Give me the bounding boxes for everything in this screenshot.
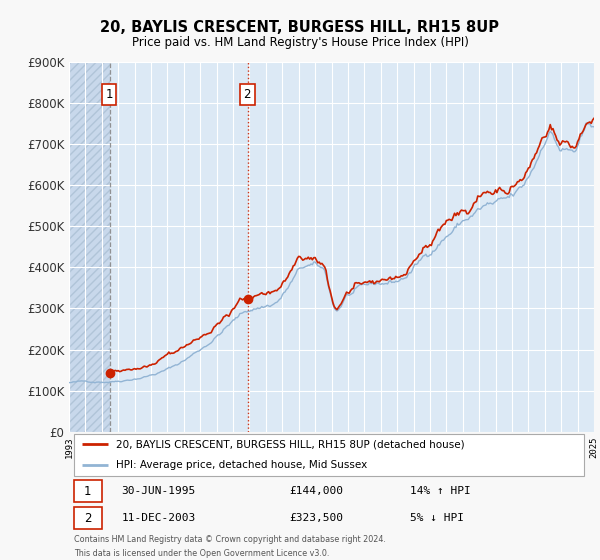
FancyBboxPatch shape <box>74 507 101 530</box>
Text: Price paid vs. HM Land Registry's House Price Index (HPI): Price paid vs. HM Land Registry's House … <box>131 36 469 49</box>
Bar <box>69 62 110 432</box>
Text: HPI: Average price, detached house, Mid Sussex: HPI: Average price, detached house, Mid … <box>116 460 367 470</box>
Text: 5% ↓ HPI: 5% ↓ HPI <box>410 513 464 523</box>
FancyBboxPatch shape <box>74 480 101 502</box>
Text: This data is licensed under the Open Government Licence v3.0.: This data is licensed under the Open Gov… <box>74 549 329 558</box>
Text: 1: 1 <box>84 484 92 498</box>
Text: £144,000: £144,000 <box>290 486 343 496</box>
Text: 20, BAYLIS CRESCENT, BURGESS HILL, RH15 8UP: 20, BAYLIS CRESCENT, BURGESS HILL, RH15 … <box>101 20 499 35</box>
Text: Contains HM Land Registry data © Crown copyright and database right 2024.: Contains HM Land Registry data © Crown c… <box>74 535 386 544</box>
FancyBboxPatch shape <box>74 434 583 475</box>
Text: 20, BAYLIS CRESCENT, BURGESS HILL, RH15 8UP (detached house): 20, BAYLIS CRESCENT, BURGESS HILL, RH15 … <box>116 439 465 449</box>
Text: £323,500: £323,500 <box>290 513 343 523</box>
Text: 11-DEC-2003: 11-DEC-2003 <box>121 513 196 523</box>
Text: 30-JUN-1995: 30-JUN-1995 <box>121 486 196 496</box>
Text: 2: 2 <box>84 512 92 525</box>
Text: 1: 1 <box>106 88 113 101</box>
Text: 2: 2 <box>244 88 251 101</box>
Text: 14% ↑ HPI: 14% ↑ HPI <box>410 486 471 496</box>
